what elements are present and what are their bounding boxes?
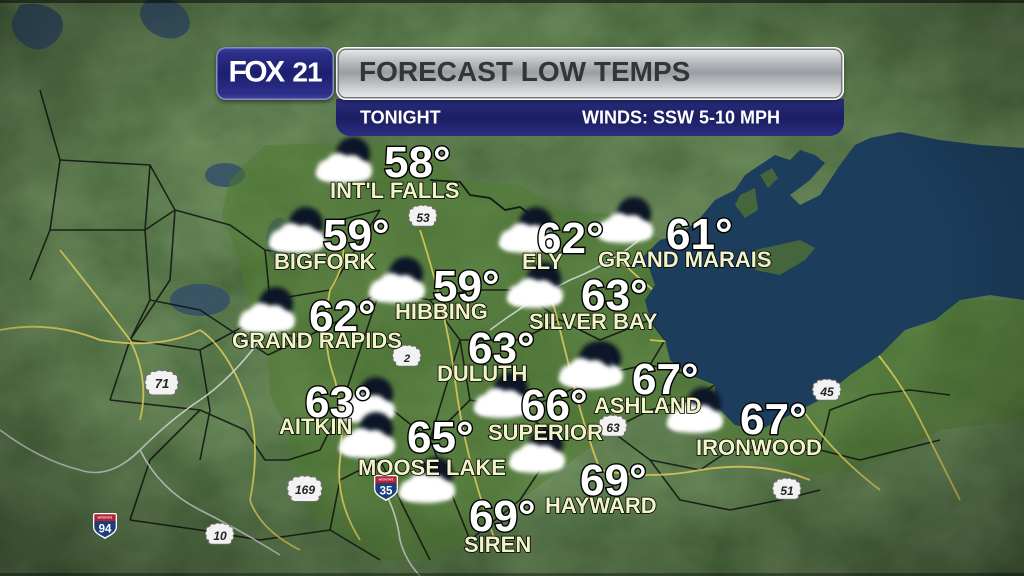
svg-text:169: 169: [295, 483, 315, 497]
svg-text:71: 71: [155, 376, 169, 391]
svg-text:63: 63: [606, 421, 620, 435]
svg-text:53: 53: [416, 211, 430, 225]
svg-text:45: 45: [819, 385, 834, 399]
svg-text:51: 51: [780, 484, 794, 498]
svg-text:2: 2: [403, 353, 410, 365]
svg-text:10: 10: [213, 529, 227, 543]
